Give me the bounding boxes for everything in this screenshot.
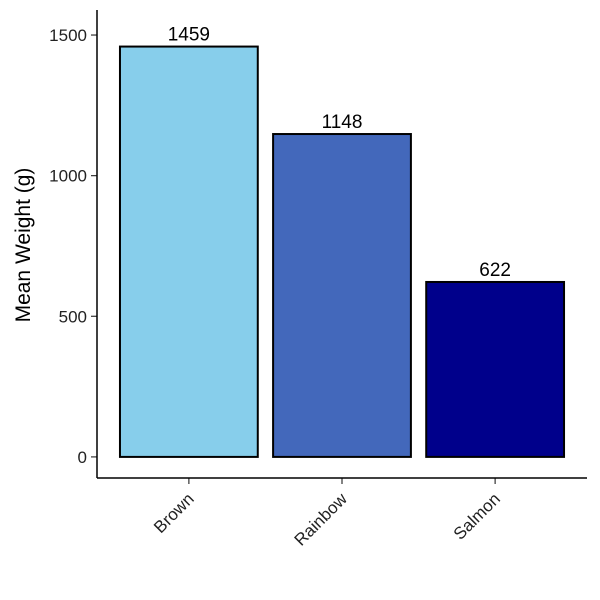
bar — [272, 133, 412, 458]
bar — [118, 45, 259, 458]
bar — [425, 280, 566, 458]
y-tick-label: 500 — [59, 307, 87, 326]
x-tick-label: Rainbow — [291, 489, 352, 550]
value-label: 1148 — [322, 112, 363, 133]
y-tick-label: 1000 — [49, 167, 87, 186]
value-label: 622 — [479, 260, 511, 281]
x-tick-label: Salmon — [450, 489, 504, 543]
x-tick-label: Brown — [150, 489, 198, 537]
y-axis-label: Mean Weight (g) — [12, 168, 35, 323]
value-label: 1459 — [168, 25, 210, 46]
y-tick-label: 0 — [78, 448, 87, 467]
y-tick-label: 1500 — [49, 26, 87, 45]
